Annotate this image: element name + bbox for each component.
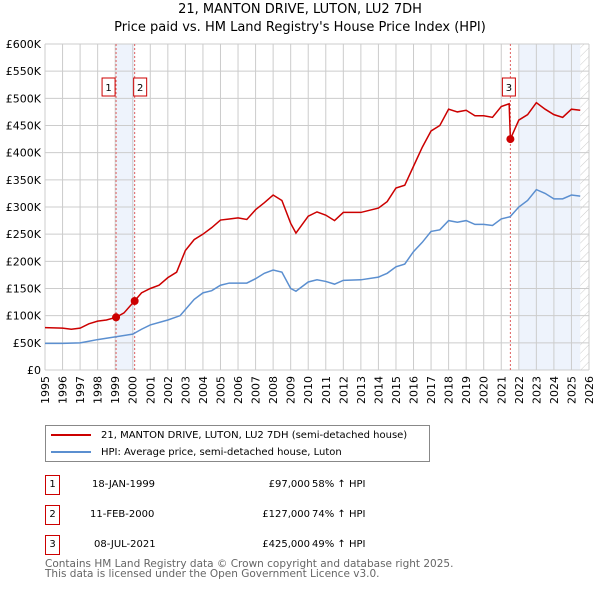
sale-hpi: 74% ↑ HPI [312,509,366,520]
y-tick-label: £100K [6,310,42,323]
y-tick-label: £500K [6,92,42,105]
x-tick-label: 1997 [74,376,87,404]
chart-title: 21, MANTON DRIVE, LUTON, LU2 7DH [178,2,422,17]
legend-swatch-blue [51,451,91,453]
sale-badge: 3 [45,535,60,555]
sale-point [506,135,515,144]
x-tick-label: 1995 [39,376,52,404]
y-tick-label: £150K [6,283,42,296]
y-tick-label: £0 [27,364,41,377]
footer: Contains HM Land Registry data © Crown c… [45,558,454,580]
y-tick-label: £200K [6,255,42,268]
sale-hpi: 49% ↑ HPI [312,539,366,550]
x-tick-label: 2024 [548,376,561,404]
x-tick-label: 2005 [214,376,227,404]
legend-label: HPI: Average price, semi-detached house,… [101,446,342,458]
y-tick-label: £550K [6,65,42,78]
series-line-hpi [45,188,581,345]
x-tick-label: 2010 [302,376,315,404]
x-tick-label: 2022 [513,376,526,404]
x-tick-label: 2019 [460,376,473,404]
x-tick-label: 2004 [197,376,210,404]
legend-label: 21, MANTON DRIVE, LUTON, LU2 7DH (semi-d… [101,429,408,441]
copyright-text: Contains HM Land Registry data © Crown c… [45,558,454,570]
x-tick-label: 2000 [127,376,140,404]
x-tick-label: 2006 [232,376,245,404]
y-tick-label: £600K [6,38,42,51]
x-tick-label: 2015 [390,376,403,404]
x-tick-label: 2007 [250,376,263,404]
sale-date: 18-JAN-1999 [92,479,156,490]
sale-label: 2 [137,83,143,94]
x-tick-label: 2013 [355,376,368,404]
sale-label: 3 [506,83,512,94]
sale-row: 1 18-JAN-1999 £97,000 58% ↑ HPI [45,475,445,495]
sale-badge: 2 [45,505,60,525]
sale-row: 2 11-FEB-2000 £127,000 74% ↑ HPI [45,505,445,525]
y-tick-label: £400K [6,147,42,160]
x-tick-label: 1996 [57,376,70,404]
legend: 21, MANTON DRIVE, LUTON, LU2 7DH (semi-d… [45,425,430,462]
x-tick-label: 2009 [285,376,298,404]
sale-badge: 1 [45,475,60,495]
y-tick-label: £450K [6,120,42,133]
y-tick-label: £350K [6,174,42,187]
x-tick-label: 2002 [162,376,175,404]
sale-price: £97,000 [268,479,310,490]
x-tick-label: 2012 [337,376,350,404]
y-tick-label: £300K [6,201,42,214]
x-tick-label: 2011 [320,376,333,404]
x-tick-label: 2026 [583,376,596,404]
x-tick-label: 2014 [372,376,385,404]
x-tick-label: 2016 [408,376,421,404]
x-tick-label: 2020 [478,376,491,404]
price-chart: 1995 1996 1997 1998 1999 2000 2001 2002 2003 2004… [6,38,596,404]
sale-price: £127,000 [262,509,310,520]
sale-label-box [101,77,116,97]
chart-subtitle: Price paid vs. HM Land Registry's House … [114,20,486,35]
sale-price: £425,000 [262,539,310,550]
x-tick-label: 2008 [267,376,280,404]
sale-hpi: 58% ↑ HPI [312,479,366,490]
legend-swatch-red [51,434,91,436]
sale-label: 1 [105,83,111,94]
legend-item-hpi: HPI: Average price, semi-detached house,… [51,444,342,460]
sale-point [112,313,121,322]
x-tick-label: 2018 [443,376,456,404]
legend-item-property: 21, MANTON DRIVE, LUTON, LU2 7DH (semi-d… [51,427,407,443]
x-tick-label: 2003 [179,376,192,404]
sale-label-box [133,77,148,97]
x-tick-label: 2017 [425,376,438,404]
sale-date: 08-JUL-2021 [94,539,156,550]
x-tick-label: 2021 [495,376,508,404]
y-tick-label: £50K [13,337,42,350]
y-tick-label: £250K [6,228,42,241]
sale-label-box [501,77,516,97]
sale-row: 3 08-JUL-2021 £425,000 49% ↑ HPI [45,535,445,555]
x-tick-label: 1998 [92,376,105,404]
series-line-property [44,101,581,331]
x-tick-label: 2025 [565,376,578,404]
x-tick-label: 1999 [109,376,122,404]
licence-text: This data is licensed under the Open Gov… [45,568,380,580]
sale-point [130,296,139,305]
x-tick-label: 2023 [530,376,543,404]
sale-date: 11-FEB-2000 [90,509,155,520]
x-tick-label: 2001 [144,376,157,404]
